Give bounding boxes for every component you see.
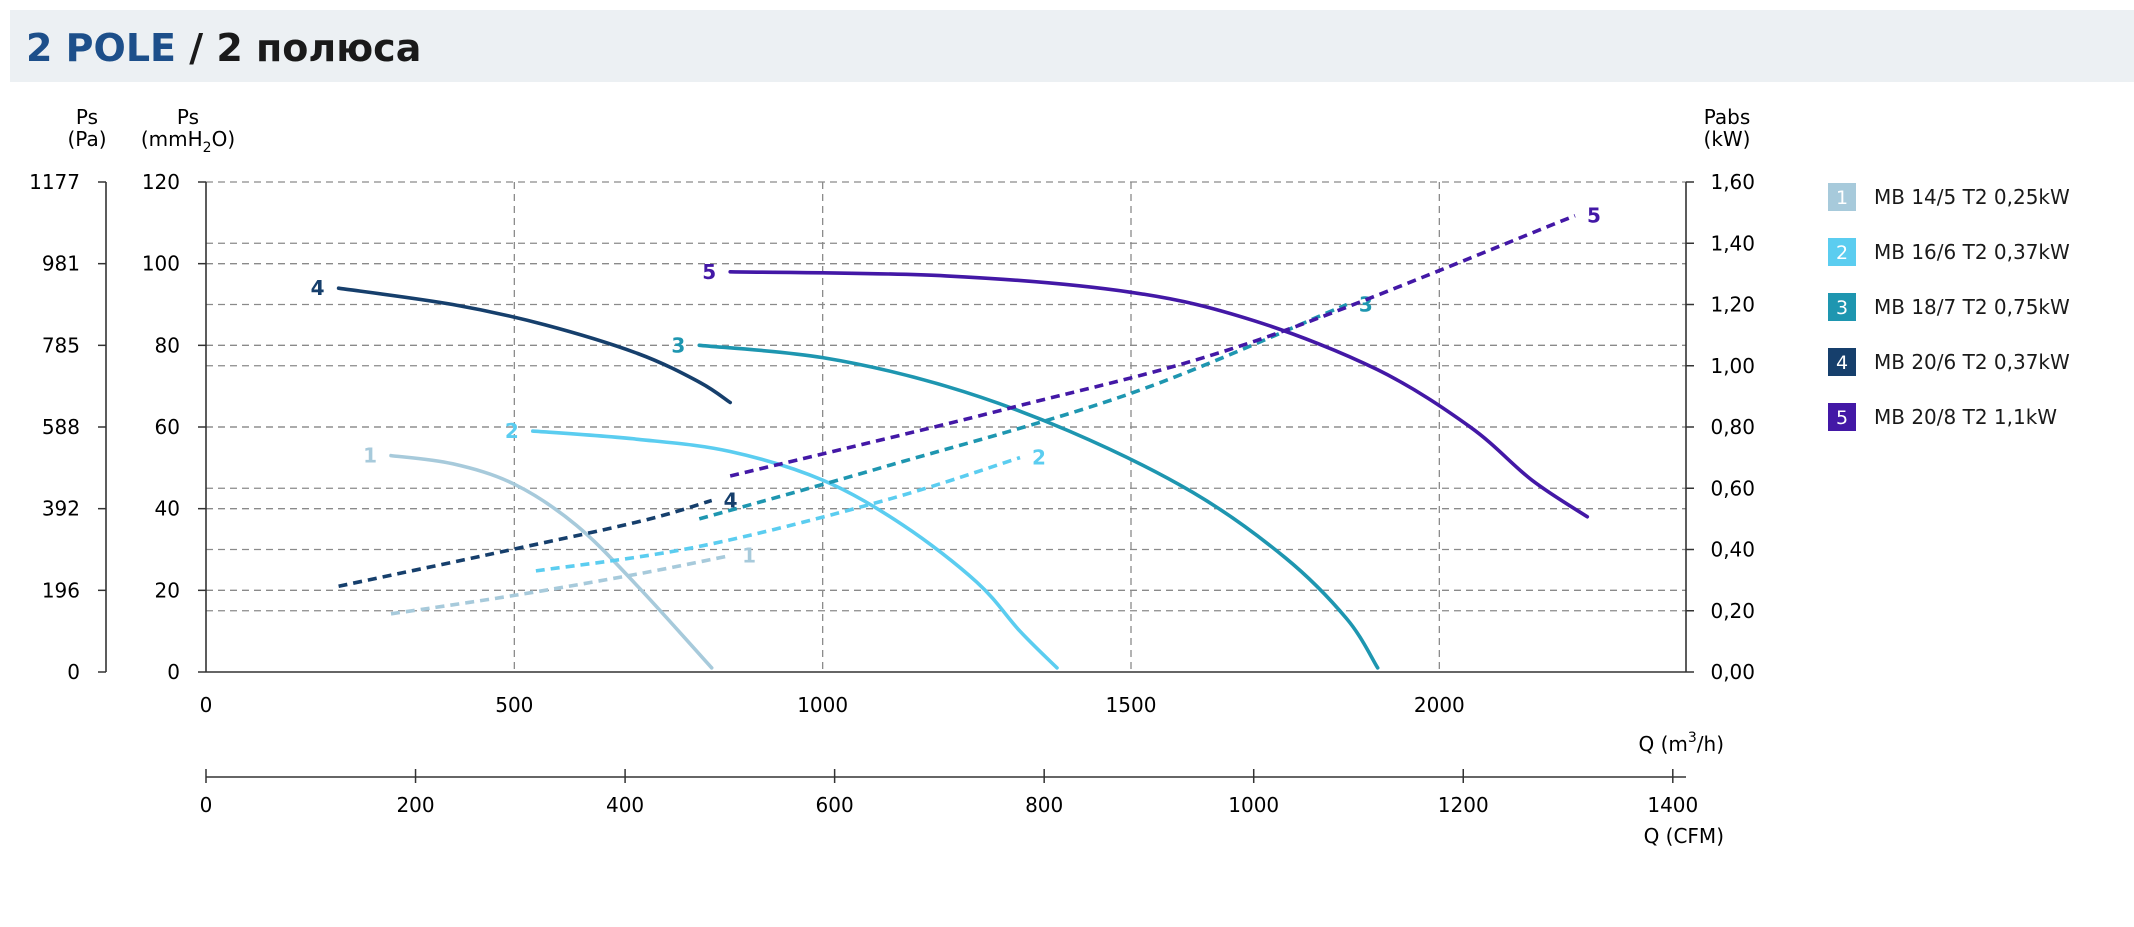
cfm-tick-label-2: 400 (606, 793, 644, 817)
legend-label-1: MB 14/5 T2 0,25kW (1874, 185, 2070, 209)
pa-tick-label-0: 0 (67, 660, 80, 684)
mm-tick-label-3: 60 (155, 415, 180, 439)
cfm-tick-label-7: 1400 (1647, 793, 1698, 817)
m3h-tick-label-2: 1000 (797, 693, 848, 717)
legend-swatch-1 (1828, 183, 1856, 211)
left-inner-axis-title-2-pre: (mmH (141, 127, 203, 151)
legend-swatch-5 (1828, 403, 1856, 431)
title-separator: / (189, 26, 204, 70)
power-curve-label-5: 5 (1587, 204, 1601, 228)
pa-tick-label-2: 392 (42, 497, 80, 521)
pressure-curve-5 (728, 270, 1590, 519)
legend-label-4: MB 20/6 T2 0,37kW (1874, 350, 2070, 374)
left-inner-axis-title-2-post: O) (212, 127, 236, 151)
x-axis-m3h-title-post: /h) (1697, 732, 1724, 756)
pa-tick-label-4: 785 (42, 333, 80, 357)
title-main: 2 POLE (26, 26, 176, 70)
x-axis-m3h-title-sup: 3 (1688, 730, 1697, 746)
cfm-tick-label-1: 200 (396, 793, 434, 817)
left-inner-axis-title-1: Ps (177, 105, 199, 129)
kw-tick-label-5: 1,00 (1710, 354, 1755, 378)
kw-tick-label-3: 0,60 (1710, 476, 1755, 500)
power-curve-1 (390, 553, 731, 616)
title-sub: 2 полюса (216, 26, 422, 70)
grid-lines (206, 181, 1686, 672)
power-curve-label-1: 1 (742, 544, 756, 568)
mm-tick-label-0: 0 (167, 660, 180, 684)
pressure-curve-label-1: 1 (363, 444, 377, 468)
pa-tick-label-5: 981 (42, 252, 80, 276)
page-title: 2 POLE / 2 полюса (26, 26, 421, 70)
pressure-curve-label-4: 4 (311, 276, 325, 300)
mm-tick-label-1: 20 (155, 578, 180, 602)
pressure-curve-3 (697, 343, 1380, 670)
page-header: 2 POLE / 2 полюса (10, 10, 2134, 82)
mm-tick-label-4: 80 (155, 333, 180, 357)
legend-swatch-4 (1828, 348, 1856, 376)
power-curve-4 (338, 498, 713, 589)
pressure-curve-label-3: 3 (671, 333, 685, 357)
legend-swatch-2 (1828, 238, 1856, 266)
power-curve-3 (698, 302, 1348, 521)
m3h-tick-label-3: 1500 (1106, 693, 1157, 717)
legend-swatch-number-2: 2 (1836, 242, 1848, 264)
m3h-tick-label-0: 0 (200, 693, 213, 717)
legend-swatch-number-3: 3 (1836, 297, 1848, 319)
kw-tick-label-1: 0,20 (1710, 599, 1755, 623)
right-axis-title-2: (kW) (1704, 127, 1751, 151)
pa-tick-label-3: 588 (42, 415, 80, 439)
legend-swatch-3 (1828, 293, 1856, 321)
left-outer-axis-title-2: (Pa) (67, 127, 106, 151)
legend-swatch-number-5: 5 (1836, 407, 1848, 429)
m3h-tick-label-4: 2000 (1414, 693, 1465, 717)
pa-tick-label-6: 1177 (29, 170, 80, 194)
power-curve-5 (729, 214, 1576, 478)
mm-tick-label-5: 100 (142, 252, 180, 276)
kw-tick-label-2: 0,40 (1710, 538, 1755, 562)
m3h-tick-label-1: 500 (495, 693, 533, 717)
kw-tick-label-6: 1,20 (1710, 293, 1755, 317)
pressure-curve-label-2: 2 (505, 419, 519, 443)
power-curve-label-2: 2 (1032, 446, 1046, 470)
right-axis-title-1: Pabs (1704, 105, 1751, 129)
legend-swatch-number-4: 4 (1836, 352, 1848, 374)
x-axis-m3h-title: Q (m3/h) (1638, 730, 1724, 756)
legend-label-2: MB 16/6 T2 0,37kW (1874, 240, 2070, 264)
legend-label-5: MB 20/8 T2 1,1kW (1874, 405, 2057, 429)
kw-tick-label-4: 0,80 (1710, 415, 1755, 439)
mm-tick-label-6: 120 (142, 170, 180, 194)
left-outer-axis-title-1: Ps (76, 105, 98, 129)
x-axis-cfm-title: Q (CFM) (1644, 824, 1724, 848)
cfm-tick-label-3: 600 (816, 793, 854, 817)
mm-tick-label-2: 40 (155, 497, 180, 521)
kw-tick-label-7: 1,40 (1710, 231, 1755, 255)
power-curve-label-4: 4 (724, 489, 738, 513)
pressure-curve-2 (531, 429, 1059, 670)
left-inner-axis-title-2-sub: 2 (203, 140, 212, 156)
cfm-tick-label-5: 1000 (1228, 793, 1279, 817)
kw-tick-label-8: 1,60 (1710, 170, 1755, 194)
pa-tick-label-1: 196 (42, 578, 80, 602)
cfm-tick-label-0: 0 (200, 793, 213, 817)
x-axis-m3h-title-pre: Q (m (1638, 732, 1687, 756)
legend: 1 MB 14/5 T2 0,25kW 2 MB 16/6 T2 0,37kW 3 MB … (1828, 183, 2070, 431)
cfm-tick-label-4: 800 (1025, 793, 1063, 817)
tick-labels: 019639258878598111770204060801001200,000… (29, 170, 1755, 817)
pressure-curve-label-5: 5 (702, 260, 716, 284)
legend-swatch-number-1: 1 (1836, 187, 1848, 209)
left-inner-axis-title-2: (mmH2O) (141, 127, 235, 156)
cfm-tick-label-6: 1200 (1438, 793, 1489, 817)
pressure-curve-1 (389, 453, 714, 670)
legend-label-3: MB 18/7 T2 0,75kW (1874, 295, 2070, 319)
kw-tick-label-0: 0,00 (1710, 660, 1755, 684)
axes (105, 182, 1687, 778)
